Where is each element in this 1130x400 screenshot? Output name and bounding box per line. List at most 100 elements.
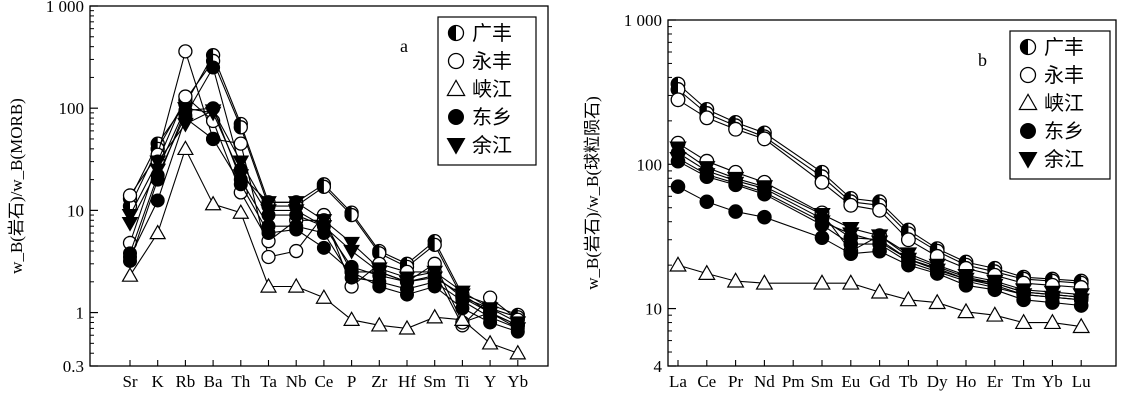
legend-marker-filled-triangle-down — [446, 138, 466, 155]
data-point — [259, 277, 278, 293]
data-point — [343, 244, 360, 260]
data-point — [1072, 317, 1091, 334]
data-point — [178, 89, 193, 104]
data-point — [426, 271, 444, 287]
y-tick-label: 1 000 — [46, 0, 84, 16]
data-point — [699, 194, 715, 210]
data-point — [370, 316, 388, 332]
data-point — [1014, 288, 1033, 304]
panel-a-y-axis-label-text: w_B(岩石)/w_B(MORB) — [7, 98, 26, 274]
data-point — [233, 120, 248, 135]
legend-marker-open-circle — [1019, 66, 1037, 84]
y-tick-label: 0.3 — [63, 357, 84, 376]
x-tick-label-yb: Yb — [507, 372, 528, 391]
data-point — [841, 274, 860, 290]
data-point — [149, 155, 167, 171]
legend-marker-open-triangle — [446, 79, 466, 97]
x-tick-label-ta: Ta — [260, 372, 277, 391]
x-tick-label-ce: Ce — [697, 372, 716, 391]
legend-marker-open-circle — [447, 52, 465, 70]
y-tick-label: 4 — [654, 357, 663, 376]
data-point — [206, 131, 221, 146]
data-point — [813, 274, 831, 290]
data-point — [287, 204, 305, 219]
x-tick-label-ho: Ho — [956, 372, 977, 391]
data-point — [670, 179, 686, 194]
data-point — [698, 168, 716, 184]
data-point — [756, 131, 772, 147]
legend-marker-filled-circle — [1020, 123, 1036, 139]
x-tick-label-yb: Yb — [1042, 372, 1063, 391]
data-point — [261, 249, 276, 265]
series-峡江-4 — [669, 256, 1091, 334]
panel-b-chart: w_B(岩石)/w_B(球粒陨石) 1 000 100 10 4 La Ce Pr Nd Pm… — [583, 11, 1117, 391]
data-point — [232, 203, 250, 219]
panel-b-letter: b — [978, 50, 987, 70]
x-tick-label-dy: Dy — [927, 372, 948, 391]
data-point — [204, 195, 222, 211]
y-tick-label: 100 — [637, 155, 663, 174]
data-point — [454, 288, 471, 304]
data-point — [344, 259, 359, 274]
data-point — [316, 179, 332, 194]
legend-label: 广丰 — [1044, 36, 1084, 59]
panel-a-letter: a — [400, 36, 408, 56]
data-point — [482, 290, 498, 305]
panel-b-y-axis-label: w_B(岩石)/w_B(球粒陨石) — [583, 96, 602, 290]
data-point — [481, 334, 499, 350]
data-point — [728, 204, 743, 219]
legend-marker-filled-circle — [448, 109, 464, 125]
data-point — [957, 302, 975, 319]
data-point — [481, 306, 499, 322]
x-tick-label-lu: Lu — [1072, 372, 1091, 391]
legend-label: 永丰 — [1044, 64, 1084, 87]
data-point — [426, 308, 444, 324]
legend-marker-open-triangle — [1018, 93, 1038, 111]
data-point — [316, 240, 331, 255]
data-point — [842, 227, 860, 243]
data-point — [726, 176, 745, 192]
x-tick-label-y: Y — [484, 372, 496, 391]
data-point — [1072, 293, 1090, 309]
data-point — [149, 224, 167, 240]
data-point — [509, 344, 527, 360]
data-point — [398, 319, 416, 335]
data-point — [287, 277, 305, 293]
data-point — [928, 293, 947, 310]
panel-b-y-axis-label-text: w_B(岩石)/w_B(球粒陨石) — [583, 96, 602, 290]
legend-label: 广丰 — [472, 22, 512, 45]
legend-label: 东乡 — [472, 106, 512, 129]
data-point — [427, 237, 442, 252]
x-tick-label-pm: Pm — [782, 372, 805, 391]
x-tick-label-rb: Rb — [175, 372, 195, 391]
data-point — [121, 208, 139, 224]
legend-marker-half-circle — [447, 24, 465, 42]
panel-b-plot-frame — [667, 19, 1117, 367]
data-point — [899, 290, 918, 307]
data-point — [509, 322, 527, 337]
x-tick-label-eu: Eu — [841, 372, 860, 391]
y-tick-label: 10 — [645, 300, 662, 319]
legend-label: 峡江 — [1044, 92, 1084, 115]
x-tick-label-hf: Hf — [398, 372, 416, 391]
data-point — [370, 265, 388, 281]
y-tick-label: 1 000 — [624, 11, 662, 30]
x-tick-label-ba: Ba — [204, 372, 223, 391]
data-point — [899, 252, 918, 269]
legend-label: 峡江 — [472, 78, 512, 101]
x-tick-label-sm: Sm — [423, 372, 446, 391]
data-point — [150, 193, 165, 208]
data-point — [1014, 313, 1033, 330]
data-point — [232, 155, 250, 171]
data-point — [726, 272, 745, 288]
data-point — [814, 174, 830, 190]
data-point — [287, 196, 305, 211]
data-point — [755, 274, 774, 290]
panel-a-chart: w_B(岩石)/w_B(MORB) 1 000 100 10 1 0.3 Sr K Rb Ba… — [7, 0, 549, 391]
panel-a-y-axis-label: w_B(岩石)/w_B(MORB) — [7, 98, 26, 274]
data-point — [813, 207, 831, 224]
data-point — [204, 104, 222, 119]
data-point — [121, 266, 139, 282]
